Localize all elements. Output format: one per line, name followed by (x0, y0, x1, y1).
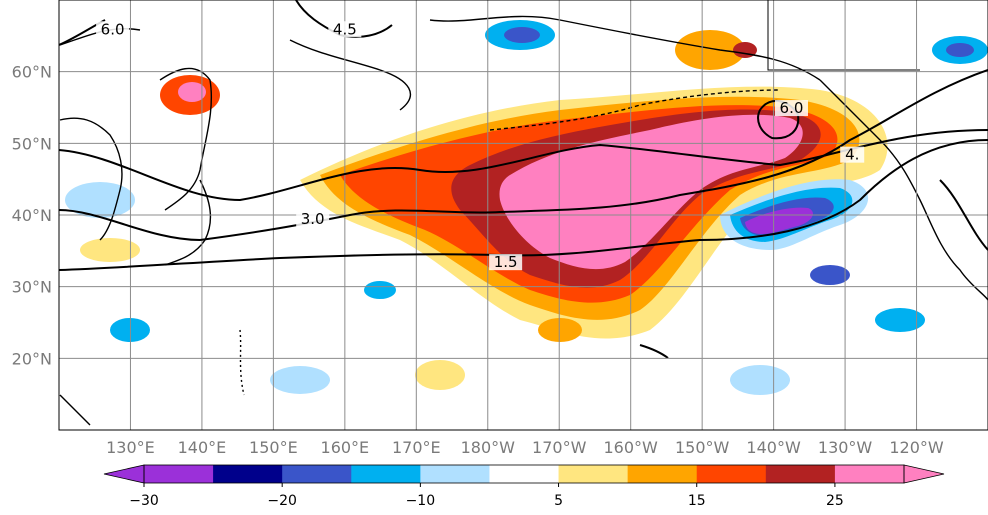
colorbar-tick-label: 15 (688, 493, 706, 509)
coast-philippines (59, 394, 91, 426)
contour-label-bg (96, 21, 130, 38)
longitude-label: 130°W (818, 438, 873, 457)
latitude-labels: 60°N 50°N 40°N 30°N 20°N (12, 63, 52, 369)
coast-aleutians (489, 89, 781, 131)
latitude-label: 30°N (12, 278, 52, 297)
border-canada-alaska (767, 0, 920, 71)
colorbar-bin (489, 465, 560, 483)
latitude-label: 50°N (12, 134, 52, 153)
longitude-label: 150°E (249, 438, 298, 457)
coast-alaska-west (289, 39, 412, 111)
latitude-label: 40°N (12, 206, 52, 225)
contour-label: 6.0 (101, 20, 125, 38)
coast-asia-mainland (59, 117, 123, 241)
longitude-label: 130°E (106, 438, 155, 457)
colorbar-tick-label: 5 (554, 493, 563, 509)
colorbar-bin (213, 465, 283, 483)
longitude-labels: 130°E 140°E 150°E 160°E 170°E 180°W 170°W 160°W… (106, 438, 944, 457)
colorbar-bin (420, 465, 490, 483)
contour-label: 3.0 (301, 210, 325, 228)
longitude-label: 140°W (746, 438, 801, 457)
latitude-label: 20°N (12, 349, 52, 368)
gridlines (59, 0, 988, 430)
longitude-label: 170°E (392, 438, 441, 457)
colorbar-extend-min (103, 464, 145, 484)
colorbar-tick-label: −10 (406, 493, 436, 509)
contour-1-5-east (939, 179, 988, 251)
colorbar-extend-max (903, 464, 945, 484)
map-area: 6.0 4.5 6.0 4. 3.0 1.5 (59, 0, 988, 430)
contour-label-bg (489, 254, 523, 271)
colorbar-tick-label: −30 (129, 493, 159, 509)
contour-label: 4. (845, 146, 859, 164)
contour-4-5-main (59, 129, 988, 202)
longitude-label: 120°W (889, 438, 944, 457)
colorbar-tick-label: 25 (826, 493, 844, 509)
contour-label-bg (774, 100, 808, 117)
colorbar-bin (696, 465, 767, 483)
coast-hawaii (639, 344, 669, 359)
colorbar: −30 −20 −10 5 15 25 (103, 464, 945, 509)
colorbar-bin (144, 465, 214, 483)
contour-label-bg (328, 21, 362, 38)
longitude-label: 140°E (178, 438, 227, 457)
contour-3-0 (59, 69, 988, 242)
latitude-label: 60°N (12, 63, 52, 82)
longitude-label: 160°W (604, 438, 659, 457)
contour-lines (59, 0, 988, 271)
colorbar-frame (143, 464, 905, 484)
contour-1-5 (59, 139, 988, 271)
contour-label-bg (296, 211, 330, 228)
longitude-label: 160°E (321, 438, 370, 457)
colorbar-bin (834, 465, 905, 483)
colorbar-tick-label: −20 (267, 493, 297, 509)
longitude-label: 150°W (675, 438, 730, 457)
longitude-label: 180°W (461, 438, 516, 457)
contour-labels: 6.0 4.5 6.0 4. 3.0 1.5 (96, 20, 865, 271)
map-frame (58, 0, 988, 431)
contour-label: 6.0 (780, 99, 804, 117)
colorbar-bin (765, 465, 836, 483)
coast-marianas (239, 329, 245, 396)
colorbar-bin (282, 465, 352, 483)
longitude-label: 170°W (532, 438, 587, 457)
contour-label-bg (840, 146, 865, 163)
colorbar-bin (558, 465, 629, 483)
colorbar-bin (627, 465, 698, 483)
contour-label: 1.5 (494, 253, 518, 271)
colorbar-bin (351, 465, 421, 483)
coast-north-america (819, 79, 988, 301)
contour-label: 4.5 (333, 20, 357, 38)
